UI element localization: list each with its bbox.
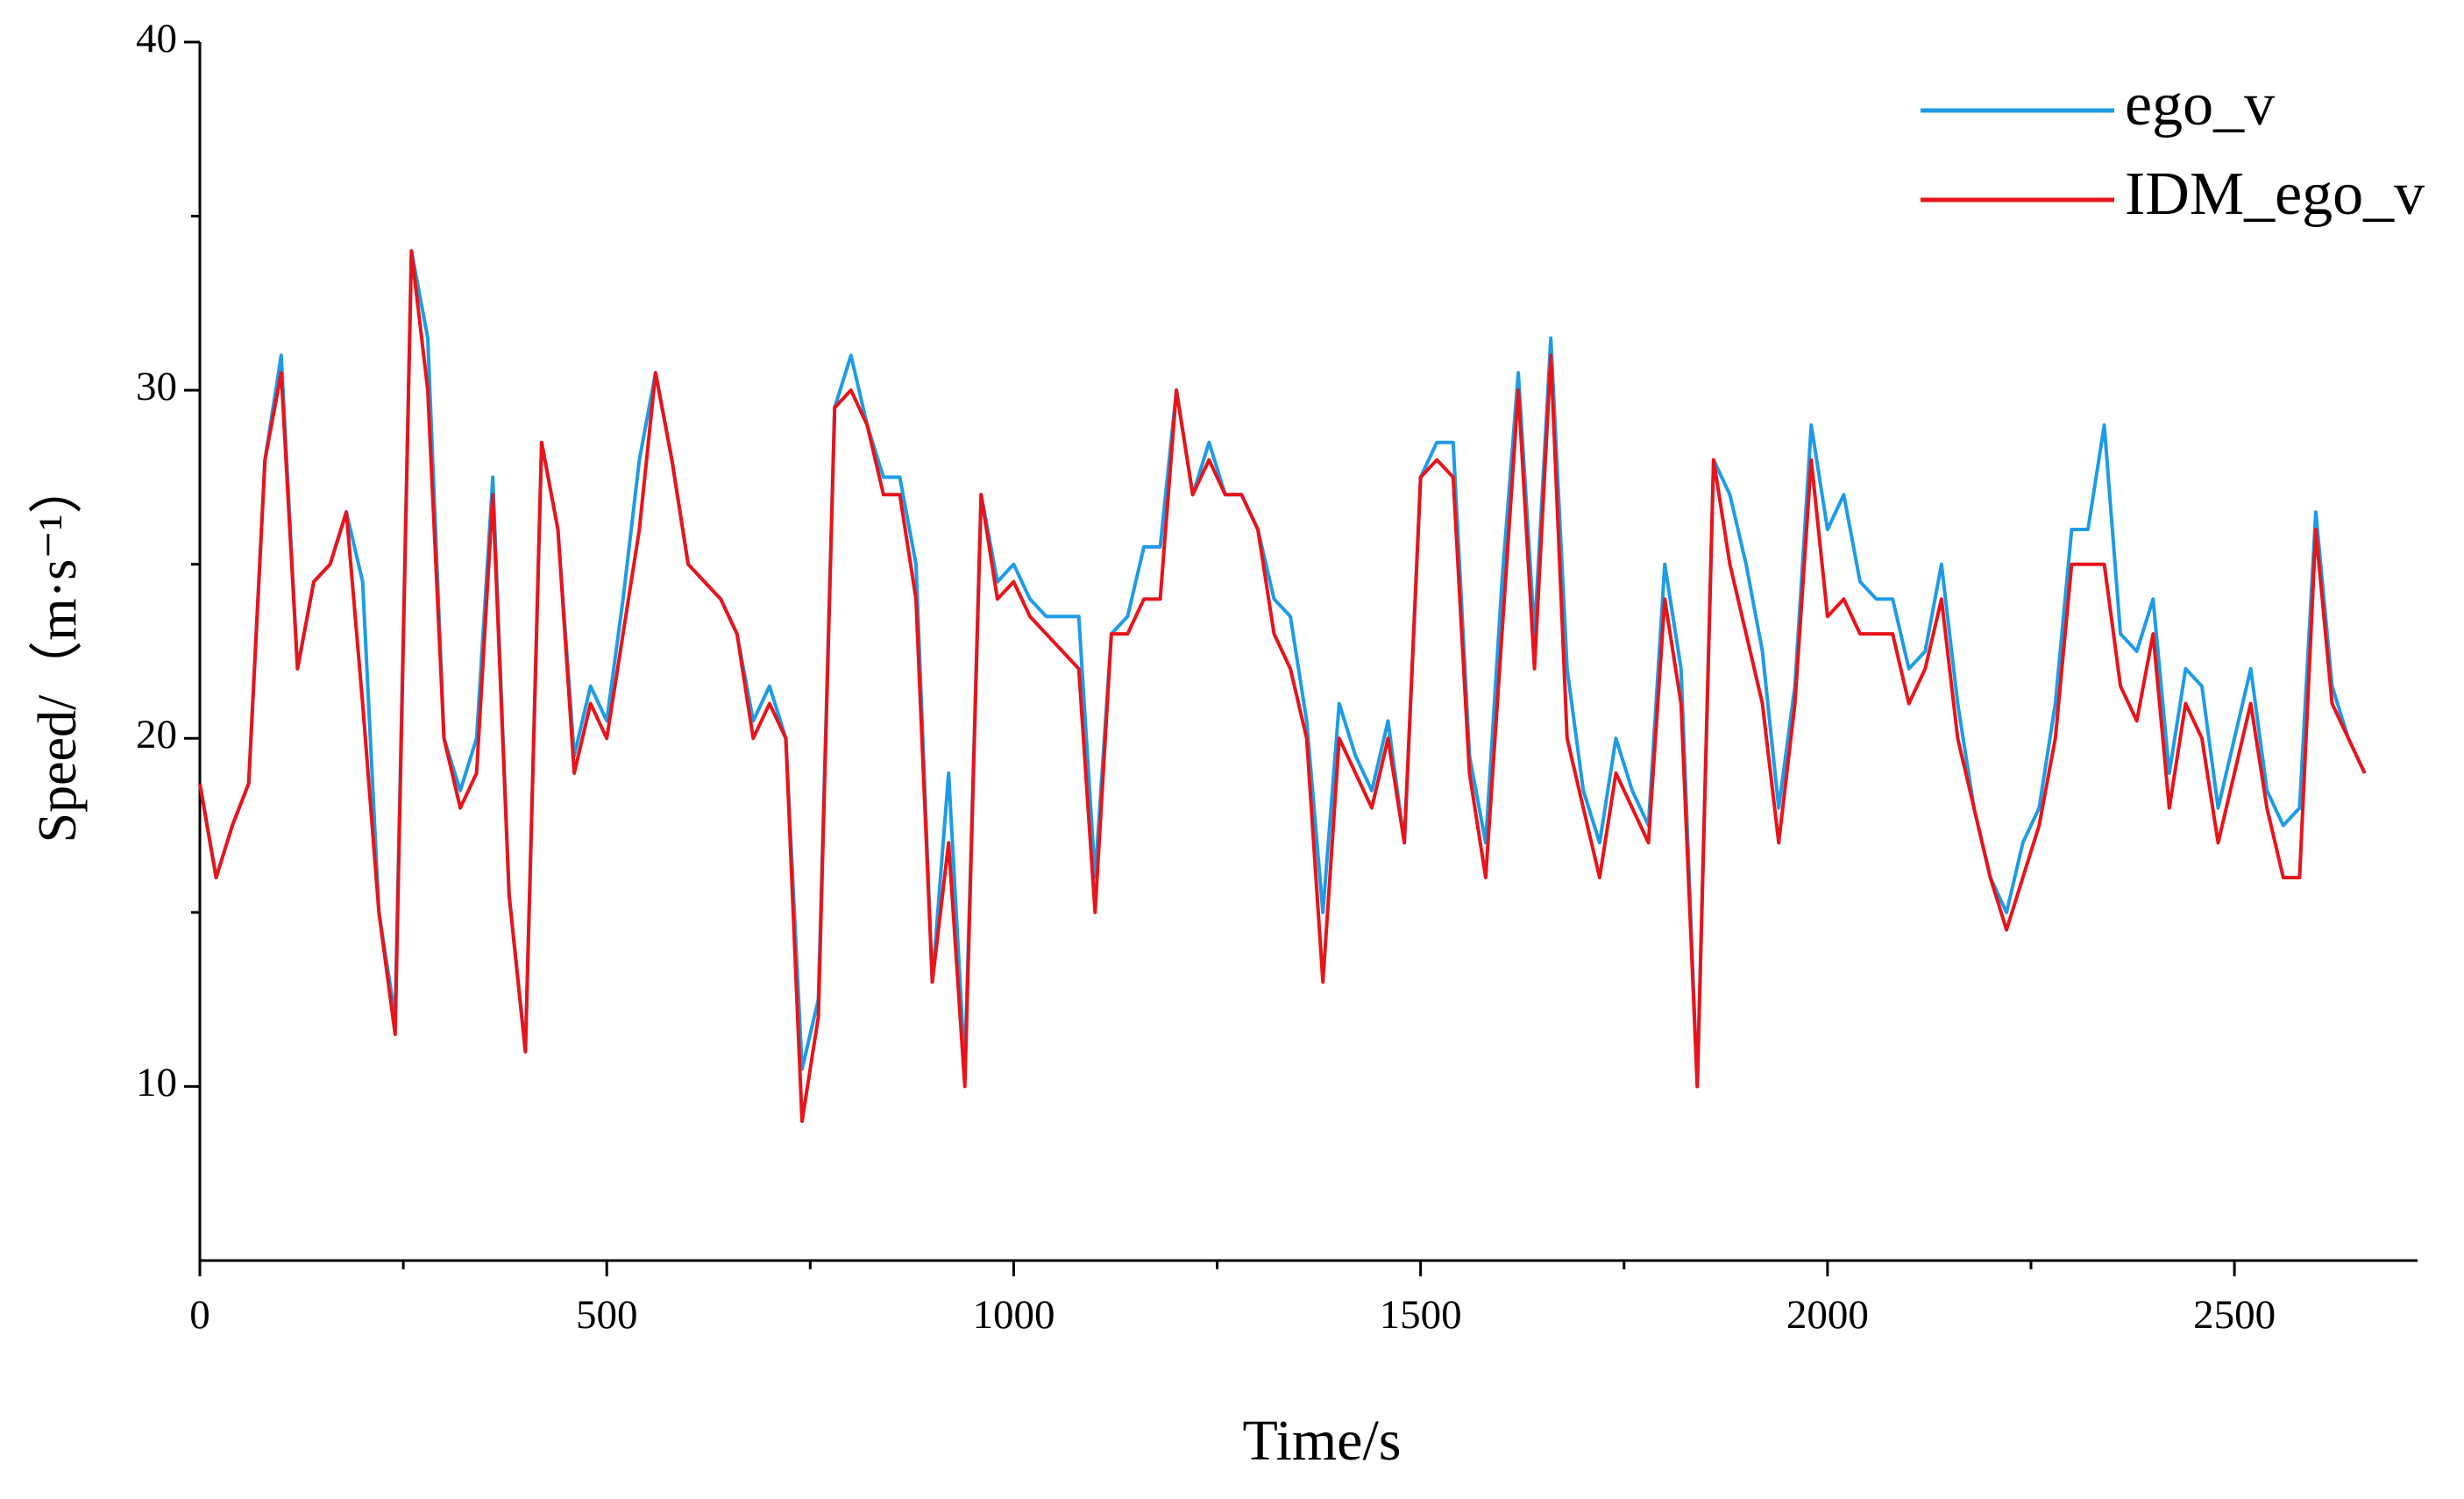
x-tick-label: 2500 bbox=[2193, 1292, 2276, 1338]
x-tick-label: 1000 bbox=[972, 1292, 1054, 1338]
y-tick-label: 20 bbox=[136, 712, 177, 757]
y-tick-label: 40 bbox=[136, 16, 177, 61]
x-tick-label: 500 bbox=[576, 1292, 638, 1338]
legend-label: IDM_ego_v bbox=[2125, 160, 2425, 228]
x-tick-label: 1500 bbox=[1380, 1292, 1462, 1338]
y-axis-label: Speed/（m·s⁻¹） bbox=[28, 459, 88, 842]
y-tick-label: 30 bbox=[136, 364, 177, 409]
x-tick-label: 2000 bbox=[1786, 1292, 1869, 1338]
legend-label: ego_v bbox=[2125, 71, 2275, 139]
x-tick-label: 0 bbox=[189, 1292, 210, 1338]
series-line bbox=[198, 249, 2367, 1089]
y-tick-label: 10 bbox=[136, 1060, 177, 1105]
x-axis-label: Time/s bbox=[1243, 1409, 1402, 1473]
series-line bbox=[198, 249, 2367, 1124]
